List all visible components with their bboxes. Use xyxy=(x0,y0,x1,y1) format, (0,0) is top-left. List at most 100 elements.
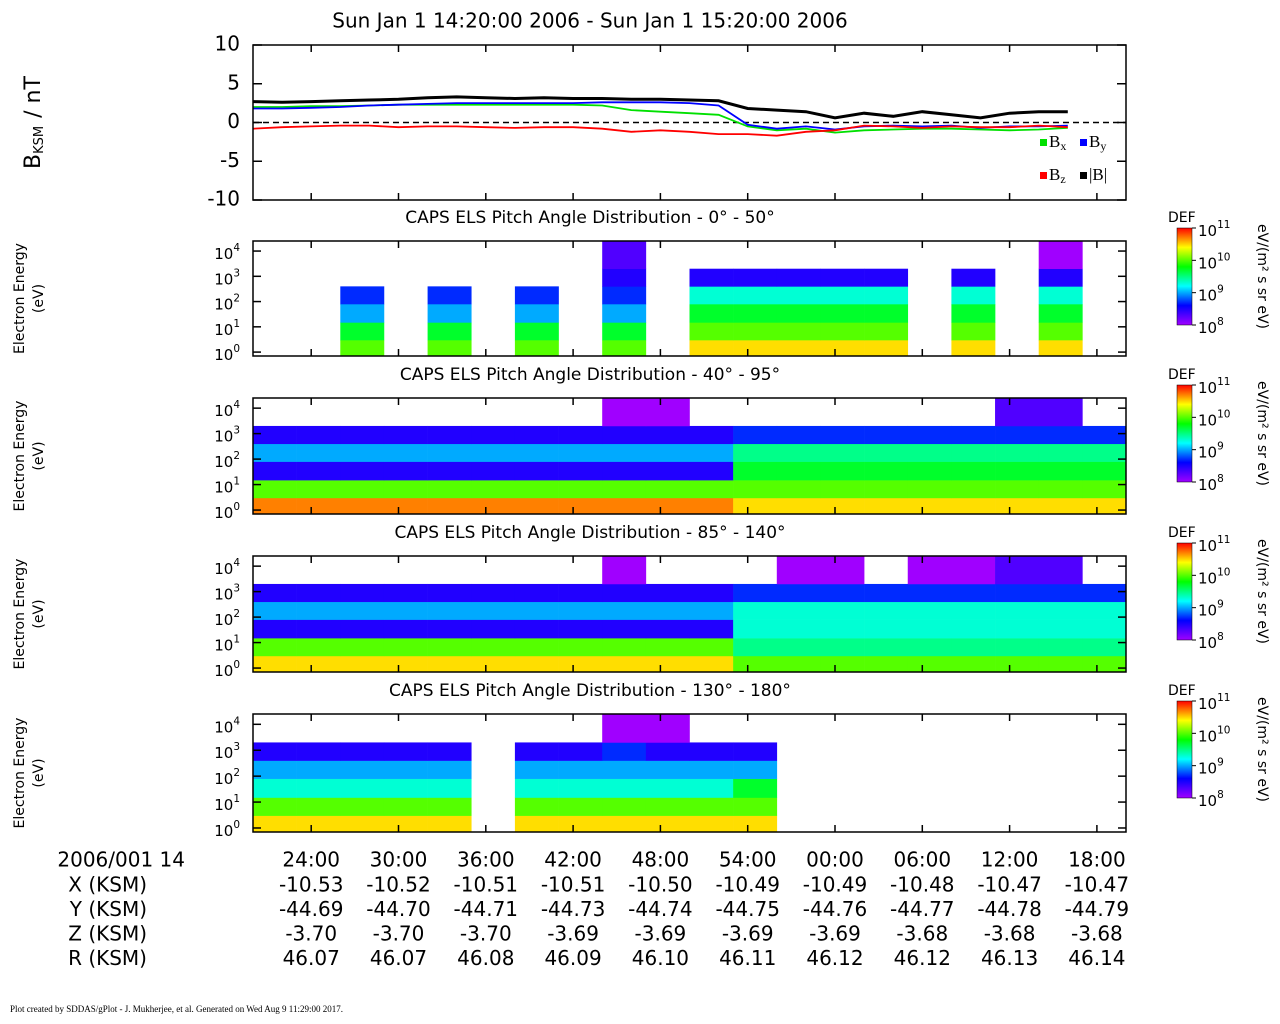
plot-frame xyxy=(252,397,1127,515)
spectrogram-cell xyxy=(514,497,559,515)
ephemeris-value: -10.50 xyxy=(628,873,692,897)
spectrogram-cell xyxy=(253,425,297,445)
spectrogram-cell xyxy=(383,742,428,761)
spectrogram-cell xyxy=(645,714,690,743)
spectrogram-cell xyxy=(820,655,865,673)
y-tick-label-base: 10 xyxy=(214,585,233,603)
spectrogram-cell xyxy=(427,497,472,515)
legend-sub: x xyxy=(1060,139,1066,153)
y-tick-label-base: 10 xyxy=(214,270,233,288)
spectrogram-cell xyxy=(733,742,778,761)
spectrogram-cell xyxy=(514,778,559,798)
spectrogram-cell xyxy=(907,443,952,462)
y-tick-label-base: 10 xyxy=(214,402,233,420)
y-tick-label: 102 xyxy=(214,767,240,788)
ephemeris-value: -10.49 xyxy=(715,873,779,897)
spectrogram-cell xyxy=(602,443,647,462)
legend-swatch xyxy=(1080,139,1087,146)
ephemeris-value: -44.74 xyxy=(628,897,692,921)
colorbar xyxy=(1176,227,1193,326)
y-tick-label-base: 10 xyxy=(214,770,233,788)
spectrogram-cell xyxy=(645,638,690,657)
spectrogram-cell xyxy=(776,443,821,462)
spectrogram-cell xyxy=(1082,461,1127,481)
ephemeris-value: 46.11 xyxy=(719,946,776,970)
spectrogram-cell xyxy=(602,556,647,585)
y-tick-label-base: 10 xyxy=(214,504,233,522)
spectrogram-cell xyxy=(558,480,603,499)
spectrogram-cell xyxy=(645,480,690,499)
ephemeris-value: -3.68 xyxy=(984,922,1036,946)
spectrogram-cell xyxy=(776,286,821,305)
y-tick-label: 102 xyxy=(214,450,240,471)
colorbar-tick-label-base: 10 xyxy=(1198,759,1217,777)
spectrogram-cell xyxy=(296,480,341,499)
spectrogram-cell xyxy=(820,461,865,481)
spectrogram-cell xyxy=(427,322,472,341)
spectrogram-cell xyxy=(471,497,516,515)
spectrogram-cell xyxy=(733,322,778,341)
y-tick-label: 100 xyxy=(214,659,240,680)
spectrogram-cell xyxy=(907,583,952,603)
spectrogram-cell xyxy=(253,461,297,481)
spectrogram-cell xyxy=(383,760,428,779)
colorbar-tick-label: 109 xyxy=(1198,441,1224,462)
spectrogram-cell xyxy=(776,583,821,603)
spectrogram-cell xyxy=(427,742,472,761)
spectrogram-cell xyxy=(951,480,996,499)
spectrogram-cell xyxy=(1082,655,1127,673)
spectrogram-cell xyxy=(296,497,341,515)
spectrogram-cell xyxy=(733,760,778,779)
spectrogram-cell xyxy=(471,601,516,620)
spectrogram-cell xyxy=(253,655,297,673)
colorbar-tick-label-base: 10 xyxy=(1198,443,1217,461)
ephemeris-value: -10.47 xyxy=(977,873,1041,897)
x-tick-label: 24:00 xyxy=(282,848,340,872)
spectrogram-cell xyxy=(602,304,647,323)
spectrogram-cell xyxy=(427,619,472,639)
spectrogram-cell xyxy=(864,619,909,639)
y-tick-label-base: 10 xyxy=(214,245,233,263)
spectrogram-cell xyxy=(383,815,428,833)
y-tick-label: 102 xyxy=(214,608,240,629)
spectrogram-cell xyxy=(602,461,647,481)
colorbar-tick-label-exp: 11 xyxy=(1217,534,1230,546)
y-tick-label-exp: 3 xyxy=(233,583,240,595)
legend-label: |B| xyxy=(1089,165,1107,184)
colorbar-tick-label-exp: 10 xyxy=(1217,566,1230,578)
ephemeris-value: -3.69 xyxy=(547,922,599,946)
spectrogram-cell xyxy=(340,583,385,603)
spectrogram-cell xyxy=(864,497,909,515)
x-tick-label: 48:00 xyxy=(632,848,690,872)
ephemeris-value: -3.70 xyxy=(373,922,425,946)
spectrogram-cell xyxy=(907,480,952,499)
spectrogram-cell xyxy=(514,583,559,603)
y-tick-label: -5 xyxy=(220,148,240,172)
spectrogram-cell xyxy=(864,655,909,673)
legend-swatch xyxy=(1080,172,1087,179)
spectrogram-cell xyxy=(514,760,559,779)
spectrogram-cell xyxy=(514,655,559,673)
y-tick-label-base: 10 xyxy=(214,796,233,814)
spectrogram-cell xyxy=(995,461,1039,481)
spectrogram-cell xyxy=(253,619,297,639)
spectrogram-cell xyxy=(1038,304,1083,323)
spectrogram-cell xyxy=(340,601,385,620)
spectrogram-cell xyxy=(776,556,821,585)
spectrogram-cell xyxy=(602,638,647,657)
y-tick-label: 104 xyxy=(214,242,240,263)
y-tick-label: 0 xyxy=(227,109,240,133)
spectrogram-cell xyxy=(383,480,428,499)
spectrogram-cell xyxy=(820,601,865,620)
spectrogram-cell xyxy=(471,461,516,481)
spectrogram-cell xyxy=(383,583,428,603)
y-axis-label: Electron Energy xyxy=(12,718,28,829)
y-tick-label-exp: 1 xyxy=(233,634,240,646)
spectrogram-cell xyxy=(340,742,385,761)
ephemeris-value: 46.07 xyxy=(370,946,427,970)
colorbar-tick-label: 1011 xyxy=(1198,376,1230,397)
ephemeris-value: -44.79 xyxy=(1065,897,1129,921)
chart-title: Sun Jan 1 14:20:00 2006 - Sun Jan 1 15:2… xyxy=(332,9,847,33)
spectrogram-cell xyxy=(514,340,559,357)
spectrogram-cell xyxy=(864,601,909,620)
